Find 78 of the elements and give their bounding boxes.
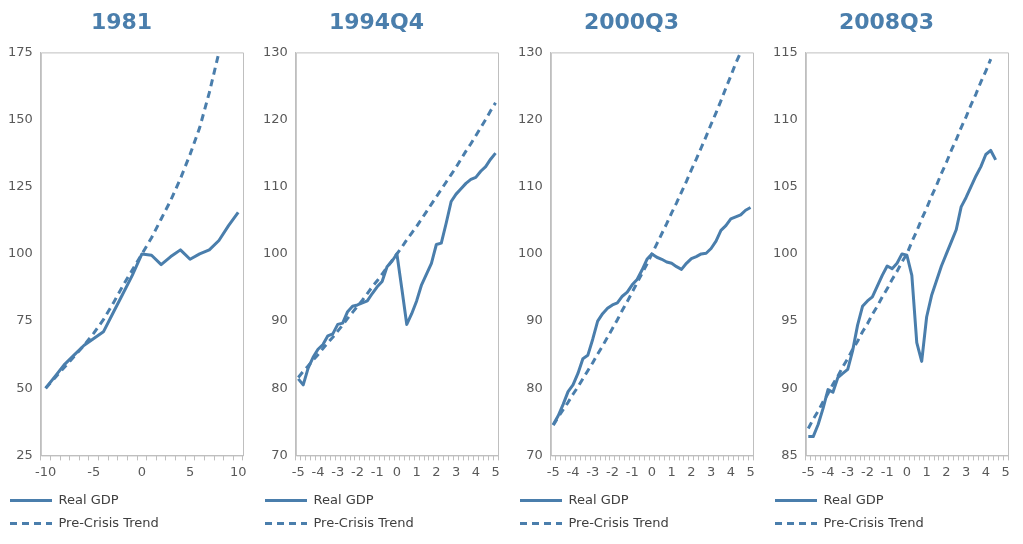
x-tick-label: -5 <box>291 463 305 479</box>
y-tick-label: 100 <box>772 245 798 261</box>
x-tick-label: 5 <box>746 463 755 479</box>
x-tick-label: -2 <box>350 463 364 479</box>
x-tick-label: -3 <box>586 463 600 479</box>
legend-label: Real GDP <box>313 491 374 507</box>
y-tick-label: 110 <box>517 178 543 194</box>
y-tick-label: 120 <box>262 110 288 126</box>
y-tick-label: 70 <box>526 446 543 462</box>
x-tick-label: -3 <box>841 463 855 479</box>
x-tick-label: -5 <box>546 463 560 479</box>
y-tick-label: 120 <box>517 110 543 126</box>
y-tick-label: 130 <box>262 43 288 59</box>
legend-label: Real GDP <box>568 491 629 507</box>
y-tick-label: 90 <box>271 312 288 328</box>
legend-label: Real GDP <box>58 491 119 507</box>
y-tick-label: 110 <box>262 178 288 194</box>
x-tick-label: -10 <box>35 463 57 479</box>
x-tick-label: 3 <box>706 463 716 479</box>
legend-label: Pre-Crisis Trend <box>823 514 924 530</box>
x-tick-label: -1 <box>625 463 639 479</box>
y-tick-label: 105 <box>772 178 798 194</box>
legend-label: Pre-Crisis Trend <box>58 514 159 530</box>
x-tick-label: -1 <box>880 463 894 479</box>
x-tick-label: 2 <box>687 463 696 479</box>
x-tick-label: 5 <box>1001 463 1010 479</box>
y-tick-label: 150 <box>7 110 33 126</box>
y-tick-label: 100 <box>262 245 288 261</box>
y-tick-label: 90 <box>781 379 798 395</box>
x-tick-label: -4 <box>311 463 325 479</box>
chart-title: 2000Q3 <box>583 8 680 34</box>
y-tick-label: 100 <box>517 245 543 261</box>
x-tick-label: -5 <box>87 463 101 479</box>
y-tick-label: 80 <box>271 379 288 395</box>
x-tick-label: 5 <box>185 463 195 479</box>
x-tick-label: 4 <box>471 463 480 479</box>
x-tick-label: 1 <box>412 463 421 479</box>
y-tick-label: 80 <box>526 379 543 395</box>
x-tick-label: 4 <box>726 463 735 479</box>
legend-label: Real GDP <box>823 491 884 507</box>
x-tick-label: 2 <box>432 463 441 479</box>
y-tick-label: 125 <box>7 178 33 194</box>
x-tick-label: 0 <box>902 463 912 479</box>
x-tick-label: 3 <box>961 463 971 479</box>
x-tick-label: -4 <box>821 463 835 479</box>
x-tick-label: -1 <box>370 463 384 479</box>
y-tick-label: 130 <box>517 43 543 59</box>
legend-label: Pre-Crisis Trend <box>568 514 669 530</box>
x-tick-label: 1 <box>667 463 676 479</box>
x-tick-label: -4 <box>566 463 580 479</box>
x-tick-label: 5 <box>491 463 500 479</box>
legend-label: Pre-Crisis Trend <box>313 514 414 530</box>
x-tick-label: 4 <box>981 463 990 479</box>
x-tick-label: 10 <box>229 463 247 479</box>
x-tick-label: -2 <box>860 463 874 479</box>
y-tick-label: 175 <box>7 43 33 59</box>
chart-title: 1981 <box>90 8 153 34</box>
y-tick-label: 25 <box>16 446 33 462</box>
y-tick-label: 75 <box>16 312 33 328</box>
x-tick-label: 0 <box>647 463 657 479</box>
chart-title: 2008Q3 <box>838 8 935 34</box>
y-tick-label: 110 <box>772 110 798 126</box>
y-tick-label: 90 <box>526 312 543 328</box>
x-tick-label: -3 <box>331 463 345 479</box>
x-tick-label: 3 <box>451 463 461 479</box>
x-tick-label: 0 <box>137 463 147 479</box>
y-tick-label: 95 <box>781 312 798 328</box>
y-tick-label: 85 <box>781 446 798 462</box>
y-tick-label: 100 <box>7 245 33 261</box>
x-tick-label: 0 <box>392 463 402 479</box>
chart-title: 1994Q4 <box>328 8 425 34</box>
y-tick-label: 70 <box>271 446 288 462</box>
x-tick-label: 2 <box>942 463 951 479</box>
y-tick-label: 115 <box>772 43 798 59</box>
x-tick-label: -2 <box>605 463 619 479</box>
x-tick-label: 1 <box>922 463 931 479</box>
x-tick-label: -5 <box>801 463 815 479</box>
y-tick-label: 50 <box>16 379 33 395</box>
